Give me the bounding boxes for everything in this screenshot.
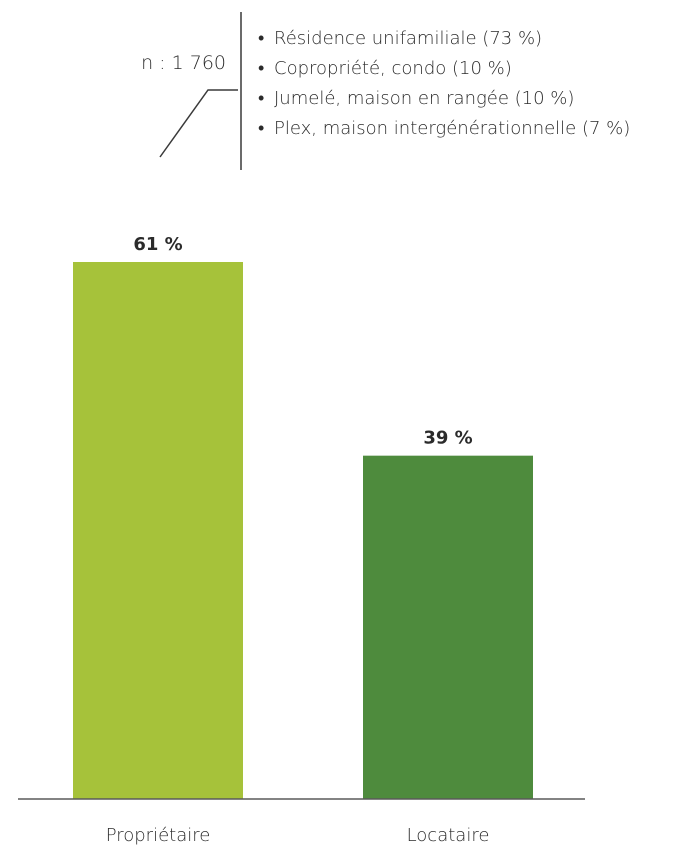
bar-locataire (363, 455, 533, 799)
sample-size-label: n : 1 760 (141, 52, 226, 74)
bar-value-label: 61 % (133, 234, 182, 255)
category-labels: Propriétaire Locataire (106, 825, 490, 846)
annotation: n : 1 760 • Résidence unifamiliale (73 %)… (141, 12, 630, 170)
annotation-item: Plex, maison intergénérationnelle (7 %) (274, 118, 630, 139)
annotation-item: Jumelé, maison en rangée (10 %) (274, 88, 574, 109)
annotation-bullet: • (258, 28, 264, 49)
annotation-bullet: • (258, 58, 264, 79)
annotation-item: Copropriété, condo (10 %) (274, 58, 512, 79)
bar-value-label: 39 % (423, 428, 472, 449)
annotation-bullet: • (258, 88, 264, 109)
annotation-items: • Résidence unifamiliale (73 %) • Coproprié… (258, 28, 630, 139)
category-label: Propriétaire (106, 825, 211, 846)
bar-proprietaire (73, 262, 243, 799)
annotation-connector-line (159, 89, 238, 158)
annotation-item: Résidence unifamiliale (73 %) (274, 28, 542, 49)
bars: 61 % 39 % (73, 234, 533, 799)
annotation-bullet: • (258, 118, 264, 139)
category-label: Locataire (407, 825, 490, 846)
